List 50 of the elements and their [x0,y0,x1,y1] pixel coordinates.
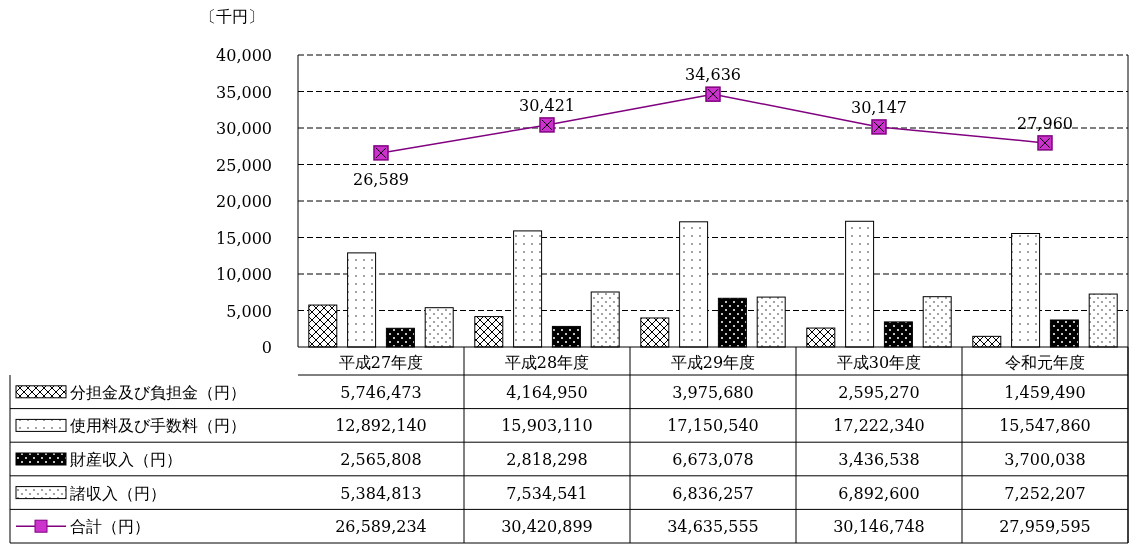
y-tick-label: 10,000 [216,265,272,284]
text: 5,384,813 [340,483,422,503]
text: 27,959,595 [999,517,1091,537]
legend-label: 諸収入（円） [70,483,166,503]
y-tick-label: 15,000 [216,228,272,248]
x-tick-label: 令和元年度 [1005,353,1085,372]
text: 15,903,110 [501,416,593,436]
text: 34,635,555 [667,517,759,537]
y-axis-title: 〔千円〕 [200,7,264,26]
text: 7,534,541 [506,483,588,503]
text: 4,164,950 [506,382,588,402]
text: 3,700,038 [1004,450,1086,469]
text: 17,222,340 [833,416,925,436]
x-tick-label: 平成30年度 [836,353,922,372]
y-tick-label: 35,000 [216,82,272,102]
text: 6,836,257 [672,483,754,503]
x-tick-label: 平成27年度 [338,353,424,372]
y-tick-label: 0 [261,338,272,357]
annotation: 30,421 [519,95,575,115]
annotation: 27,960 [1017,113,1073,133]
text: 3,436,538 [838,450,920,469]
text: 3,975,680 [672,382,754,402]
text: 2,595,270 [838,382,920,402]
text: 2,818,298 [506,450,588,469]
y-tick-label: 30,000 [216,119,272,138]
text: 30,146,748 [833,517,925,537]
annotation: 34,636 [685,65,741,85]
legend-label: 使用料及び手数料（円） [70,416,246,436]
annotation: 26,589 [353,169,409,189]
text: 26,589,234 [335,517,427,537]
text: 1,459,490 [1004,382,1086,402]
x-tick-label: 平成28年度 [504,353,590,372]
text: 7,252,207 [1004,483,1086,503]
text: 6,673,078 [672,450,754,469]
legend-label: 財産収入（円） [70,450,182,469]
y-tick-label: 40,000 [216,46,272,65]
y-tick-label: 25,000 [216,155,272,175]
annotation: 30,147 [851,97,907,117]
y-tick-label: 5,000 [226,301,272,321]
legend-label: 合計（円） [70,517,150,537]
text: 17,150,540 [667,416,759,436]
text: 15,547,860 [999,416,1091,436]
y-tick-label: 20,000 [216,192,272,211]
text: 2,565,808 [340,450,422,469]
text: 6,892,600 [838,483,920,503]
legend-label: 分担金及び負担金（円） [70,382,246,402]
text: 12,892,140 [335,416,427,436]
text: 30,420,899 [501,517,593,537]
x-tick-label: 平成29年度 [670,353,756,372]
text: 5,746,473 [340,382,422,402]
